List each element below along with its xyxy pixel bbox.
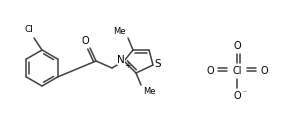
Text: Me: Me [143,86,155,95]
Text: O: O [206,66,214,76]
Text: S: S [155,59,161,69]
Text: O: O [260,66,268,76]
Text: Cl: Cl [232,66,242,76]
Text: Cl: Cl [24,26,33,34]
Text: ⁻: ⁻ [242,88,246,97]
Text: Me: Me [113,28,126,36]
Text: N: N [117,55,125,65]
Text: +: + [124,61,131,70]
Text: O: O [233,91,241,101]
Text: O: O [233,41,241,51]
Text: O: O [81,36,89,46]
